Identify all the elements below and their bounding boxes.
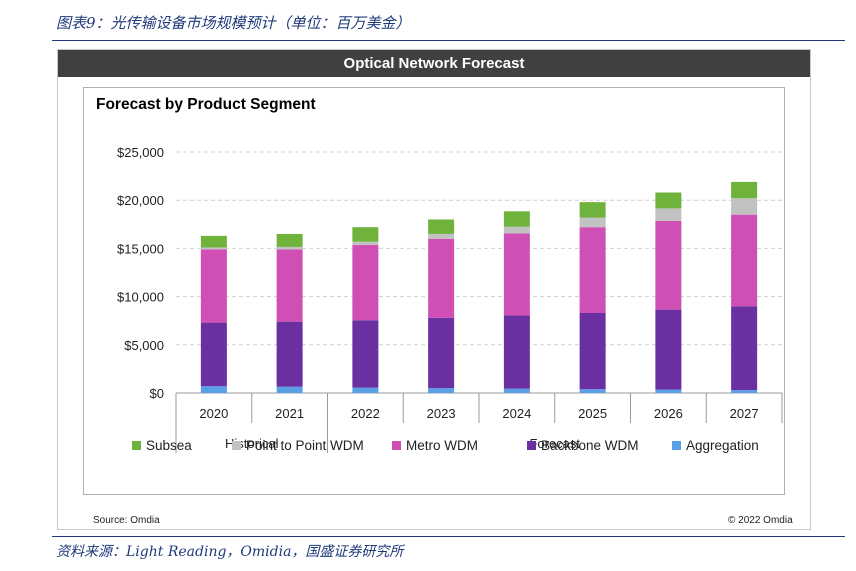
x-tick-label: 2020 — [199, 406, 228, 421]
bar-segment — [579, 227, 606, 313]
x-tick-label: 2024 — [502, 406, 531, 421]
y-tick-label: $15,000 — [117, 241, 164, 256]
x-tick-label: 2021 — [275, 406, 304, 421]
footer-divider — [52, 536, 845, 537]
copyright-note: © 2022 Omdia — [728, 515, 793, 526]
legend-label: Aggregation — [686, 438, 759, 453]
bar-segment — [352, 227, 379, 242]
bar-segment — [579, 202, 606, 218]
bar-segment — [503, 226, 530, 234]
y-tick-label: $20,000 — [117, 193, 164, 208]
y-tick-label: $5,000 — [124, 338, 164, 353]
bar-segment — [352, 320, 379, 388]
bar-segment — [200, 386, 227, 393]
bar-segment — [276, 246, 303, 250]
bar-segment — [731, 214, 758, 307]
bar-segment — [731, 306, 758, 391]
legend-label: Backbone WDM — [541, 438, 639, 453]
bar-segment — [428, 238, 455, 318]
figure-source: 资料来源：Light Reading，Omidia，国盛证券研究所 — [56, 544, 404, 560]
x-tick-label: 2025 — [578, 406, 607, 421]
legend-swatch — [132, 441, 141, 450]
bar-segment — [428, 317, 455, 389]
legend-label: Metro WDM — [406, 438, 478, 453]
bar-segment — [579, 389, 606, 393]
bar-segment — [503, 233, 530, 316]
bar-segment — [352, 245, 379, 321]
bar-segment — [503, 211, 530, 227]
legend-swatch — [527, 441, 536, 450]
bar-segment — [503, 388, 530, 393]
bar-segment — [276, 321, 303, 387]
bar-segment — [276, 249, 303, 322]
group-label: Forecast — [529, 436, 580, 451]
x-tick-label: 2022 — [351, 406, 380, 421]
bar-segment — [352, 387, 379, 393]
legend-swatch — [232, 441, 241, 450]
chart-panel: Forecast by Product Segment $0 $5,000 $10,… — [83, 87, 785, 495]
bar-segment — [276, 386, 303, 393]
bar-segment — [352, 241, 379, 246]
bar-segment — [655, 208, 682, 221]
bar-segment — [731, 181, 758, 199]
bar-segment — [200, 235, 227, 248]
banner-title: Optical Network Forecast — [58, 50, 810, 77]
bar-segment — [731, 198, 758, 215]
stacked-bar-chart: $0 $5,000 $10,000 $15,000 $20,000 $25,000 2020… — [117, 145, 783, 453]
x-tick-label: 2027 — [730, 406, 759, 421]
bar-segment — [655, 192, 682, 209]
bar-segment — [428, 388, 455, 393]
bar-segment — [731, 390, 758, 393]
source-note: Source: Omdia — [93, 515, 160, 526]
bar-segment — [579, 217, 606, 228]
chart-title: Forecast by Product Segment — [96, 96, 316, 113]
bar-segment — [428, 233, 455, 239]
x-tick-label: 2026 — [654, 406, 683, 421]
y-tick-label: $10,000 — [117, 290, 164, 305]
bar-segment — [655, 389, 682, 393]
legend-label: Subsea — [146, 438, 192, 453]
figure-caption: 图表9：光传输设备市场规模预计（单位：百万美金） — [56, 14, 411, 32]
y-tick-label: $25,000 — [117, 145, 164, 160]
bar-segment — [428, 219, 455, 234]
bar-segment — [655, 220, 682, 310]
bar-segment — [579, 312, 606, 390]
bar-segment — [200, 247, 227, 250]
bar-segment — [276, 233, 303, 247]
chart-frame: Optical Network Forecast Forecast by Pro… — [57, 49, 811, 530]
bar-segment — [200, 249, 227, 323]
legend-swatch — [392, 441, 401, 450]
x-tick-label: 2023 — [427, 406, 456, 421]
bar-segment — [655, 309, 682, 390]
caption-divider — [52, 40, 845, 41]
legend-label: Point to Point WDM — [246, 438, 364, 453]
bar-segment — [200, 322, 227, 387]
y-tick-label: $0 — [150, 386, 164, 401]
legend-swatch — [672, 441, 681, 450]
bar-segment — [503, 315, 530, 389]
